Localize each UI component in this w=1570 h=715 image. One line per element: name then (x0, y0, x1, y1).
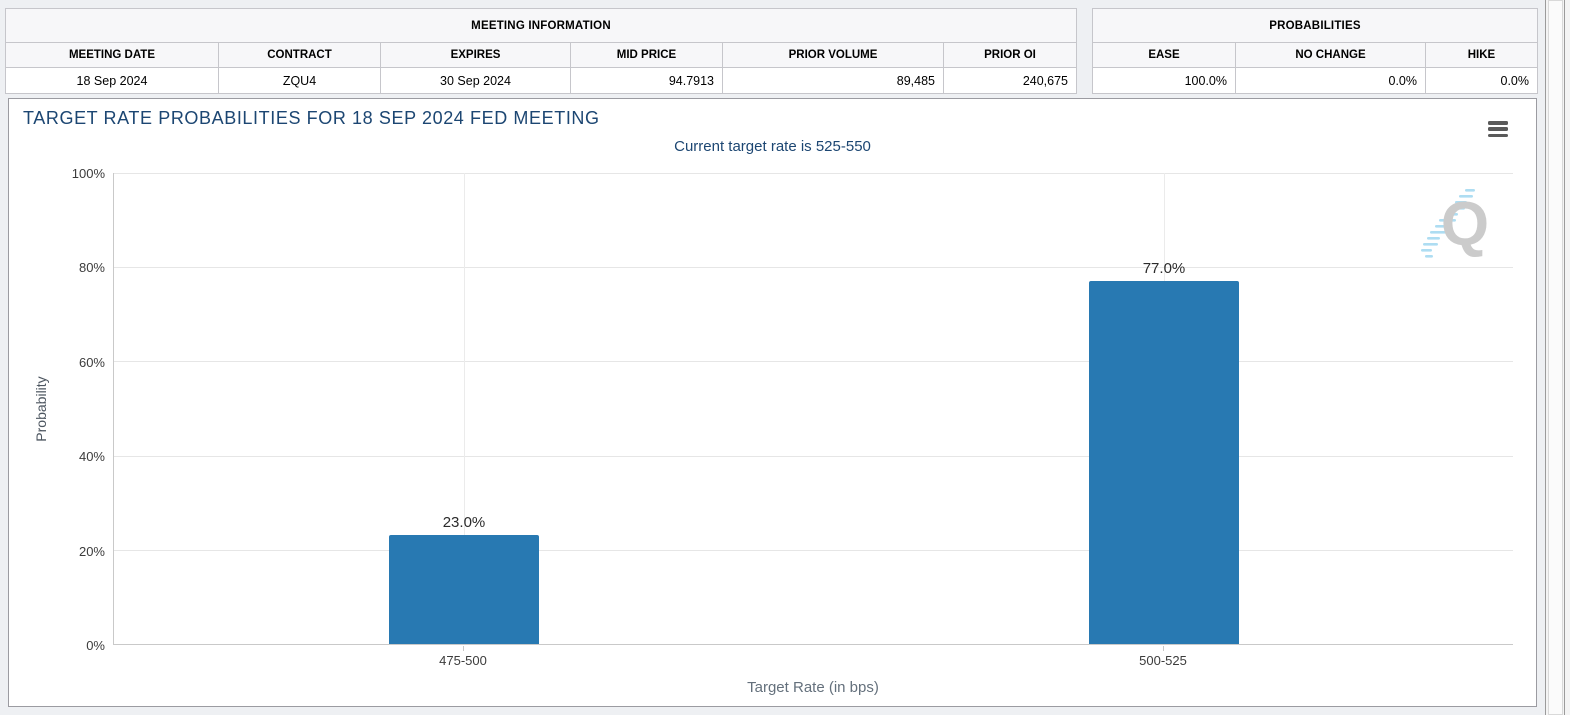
plot-area: Q 23.0% 77.0% (113, 173, 1513, 645)
y-tick-label: 100% (71, 166, 105, 181)
chart-context-menu-button[interactable] (1488, 121, 1508, 137)
meeting-info-column-header: PRIOR OI (942, 42, 1078, 68)
chart-title: TARGET RATE PROBABILITIES FOR 18 SEP 202… (23, 108, 600, 128)
x-category-label: 500-525 (1139, 653, 1187, 668)
meeting-info-value-cell: 89,485 (722, 67, 944, 94)
y-gridline (114, 550, 1513, 552)
meeting-info-title: MEETING INFORMATION (4, 8, 1078, 43)
x-category-label: 475-500 (439, 653, 487, 668)
probabilities-value-cell: 100.0% (1092, 67, 1236, 94)
hamburger-icon (1488, 121, 1508, 125)
bar-data-label: 77.0% (1142, 259, 1186, 277)
quikstrike-watermark-icon: Q (1421, 189, 1489, 259)
probability-bar[interactable] (1089, 280, 1239, 644)
x-gridline (463, 173, 465, 644)
chart-subtitle: Current target rate is 525-550 (674, 138, 871, 155)
y-tick-label: 60% (78, 354, 105, 370)
meeting-info-column-header: MEETING DATE (5, 42, 219, 68)
meeting-info-value-cell: 30 Sep 2024 (380, 67, 571, 94)
target-rate-chart-panel: TARGET RATE PROBABILITIES FOR 18 SEP 202… (8, 98, 1537, 707)
vertical-scrollbar[interactable] (1545, 0, 1570, 715)
probability-bar[interactable] (389, 535, 539, 644)
meeting-info-value-cell: ZQU4 (218, 67, 381, 94)
x-axis-tick (1163, 646, 1164, 651)
bar-data-label: 23.0% (442, 514, 486, 532)
meeting-info-column-header: PRIOR VOLUME (722, 42, 944, 68)
scrollbar-thumb[interactable] (1548, 0, 1563, 715)
y-tick-label: 80% (78, 260, 105, 276)
meeting-info-column-header: CONTRACT (218, 42, 381, 68)
x-axis-tick (463, 646, 464, 651)
meeting-info-column-header: EXPIRES (380, 42, 571, 68)
probabilities-value-cell: 0.0% (1425, 67, 1538, 94)
meeting-info-value-cell: 18 Sep 2024 (5, 67, 219, 94)
x-axis-title: Target Rate (in bps) (747, 679, 879, 696)
probabilities-column-header: EASE (1092, 42, 1236, 68)
y-gridline (114, 455, 1513, 457)
y-gridline (114, 361, 1513, 363)
meeting-info-value-cell: 240,675 (942, 67, 1078, 94)
meeting-info-value-cell: 94.7913 (570, 67, 723, 94)
y-tick-label: 20% (78, 543, 105, 559)
y-axis-title: Probability (33, 376, 49, 442)
y-gridline (114, 266, 1513, 268)
y-gridline (114, 173, 1513, 174)
probabilities-table: PROBABILITIES EASE NO CHANGE HIKE 100.0% 0.0%… (1092, 8, 1538, 94)
y-tick-label: 40% (78, 449, 105, 465)
svg-text:Q: Q (1441, 190, 1489, 259)
meeting-info-column-header: MID PRICE (570, 42, 723, 68)
probabilities-column-header: NO CHANGE (1235, 42, 1426, 68)
probabilities-title: PROBABILITIES (1092, 8, 1538, 43)
y-tick-label: 0% (86, 638, 105, 653)
probabilities-column-header: HIKE (1425, 42, 1538, 68)
probabilities-value-cell: 0.0% (1235, 67, 1426, 94)
meeting-information-table: MEETING INFORMATION MEETING DATE CONTRACT E… (4, 8, 1078, 94)
